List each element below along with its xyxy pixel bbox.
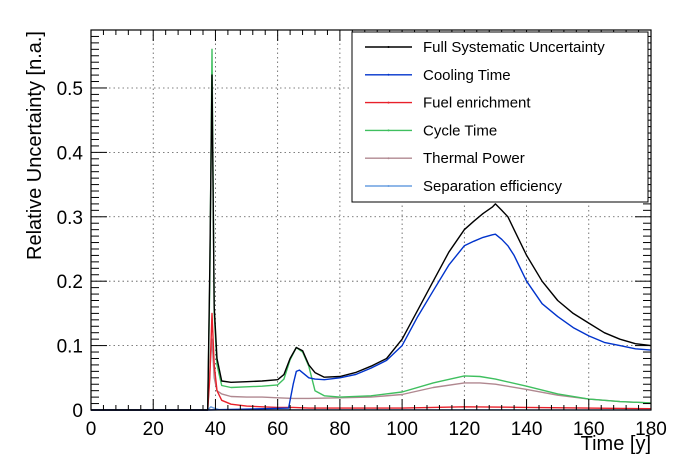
y-tick-label: 0 [72,401,83,422]
legend-label: Separation efficiency [423,178,562,195]
series-line-1 [91,74,652,411]
y-axis-title: Relative Uncertainty [n.a.] [24,31,46,260]
plot-frame [90,29,652,411]
legend-label: Thermal Power [423,150,525,167]
x-tick-label: 120 [448,419,480,440]
legend-swatch-marker [387,101,390,104]
legend-label: Fuel enrichment [423,95,531,112]
legend-box [351,31,649,203]
y-tick-label: 0.4 [57,143,84,164]
x-tick-label: 40 [205,419,226,440]
x-tick-label: 60 [267,419,288,440]
x-tick-label: 100 [386,419,418,440]
y-tick-label: 0.2 [57,272,83,293]
legend-swatch-marker [387,185,390,187]
x-axis-title: Time [y] [581,433,651,455]
x-tick-label: 80 [329,419,350,440]
x-tick-label: 180 [635,419,667,440]
axis-ticks: 0 20 40 60 80 100 120 140 160 180 0 0.1 0.2 0.3 0.4 0.5 [57,29,667,440]
legend: Full Systematic Uncertainty Cooling Time F… [351,31,649,203]
series-line-5 [91,338,652,411]
x-tick-label: 20 [143,419,164,440]
legend-label: Cycle Time [423,122,497,139]
y-tick-label: 0.3 [57,208,83,229]
legend-swatch-marker [387,129,390,132]
series-line-3 [91,312,652,411]
y-tick-label: 0.1 [57,337,83,358]
y-tick-label: 0.5 [57,79,83,100]
legend-swatch-marker [387,46,390,48]
legend-swatch-marker [387,157,390,160]
legend-swatch-marker [387,73,390,76]
x-tick-label: 160 [573,419,605,440]
x-tick-label: 140 [511,419,543,440]
series-line-2 [91,233,652,411]
legend-label: Cooling Time [423,67,511,84]
x-tick-label: 0 [86,419,97,440]
legend-label: Full Systematic Uncertainty [423,39,605,56]
